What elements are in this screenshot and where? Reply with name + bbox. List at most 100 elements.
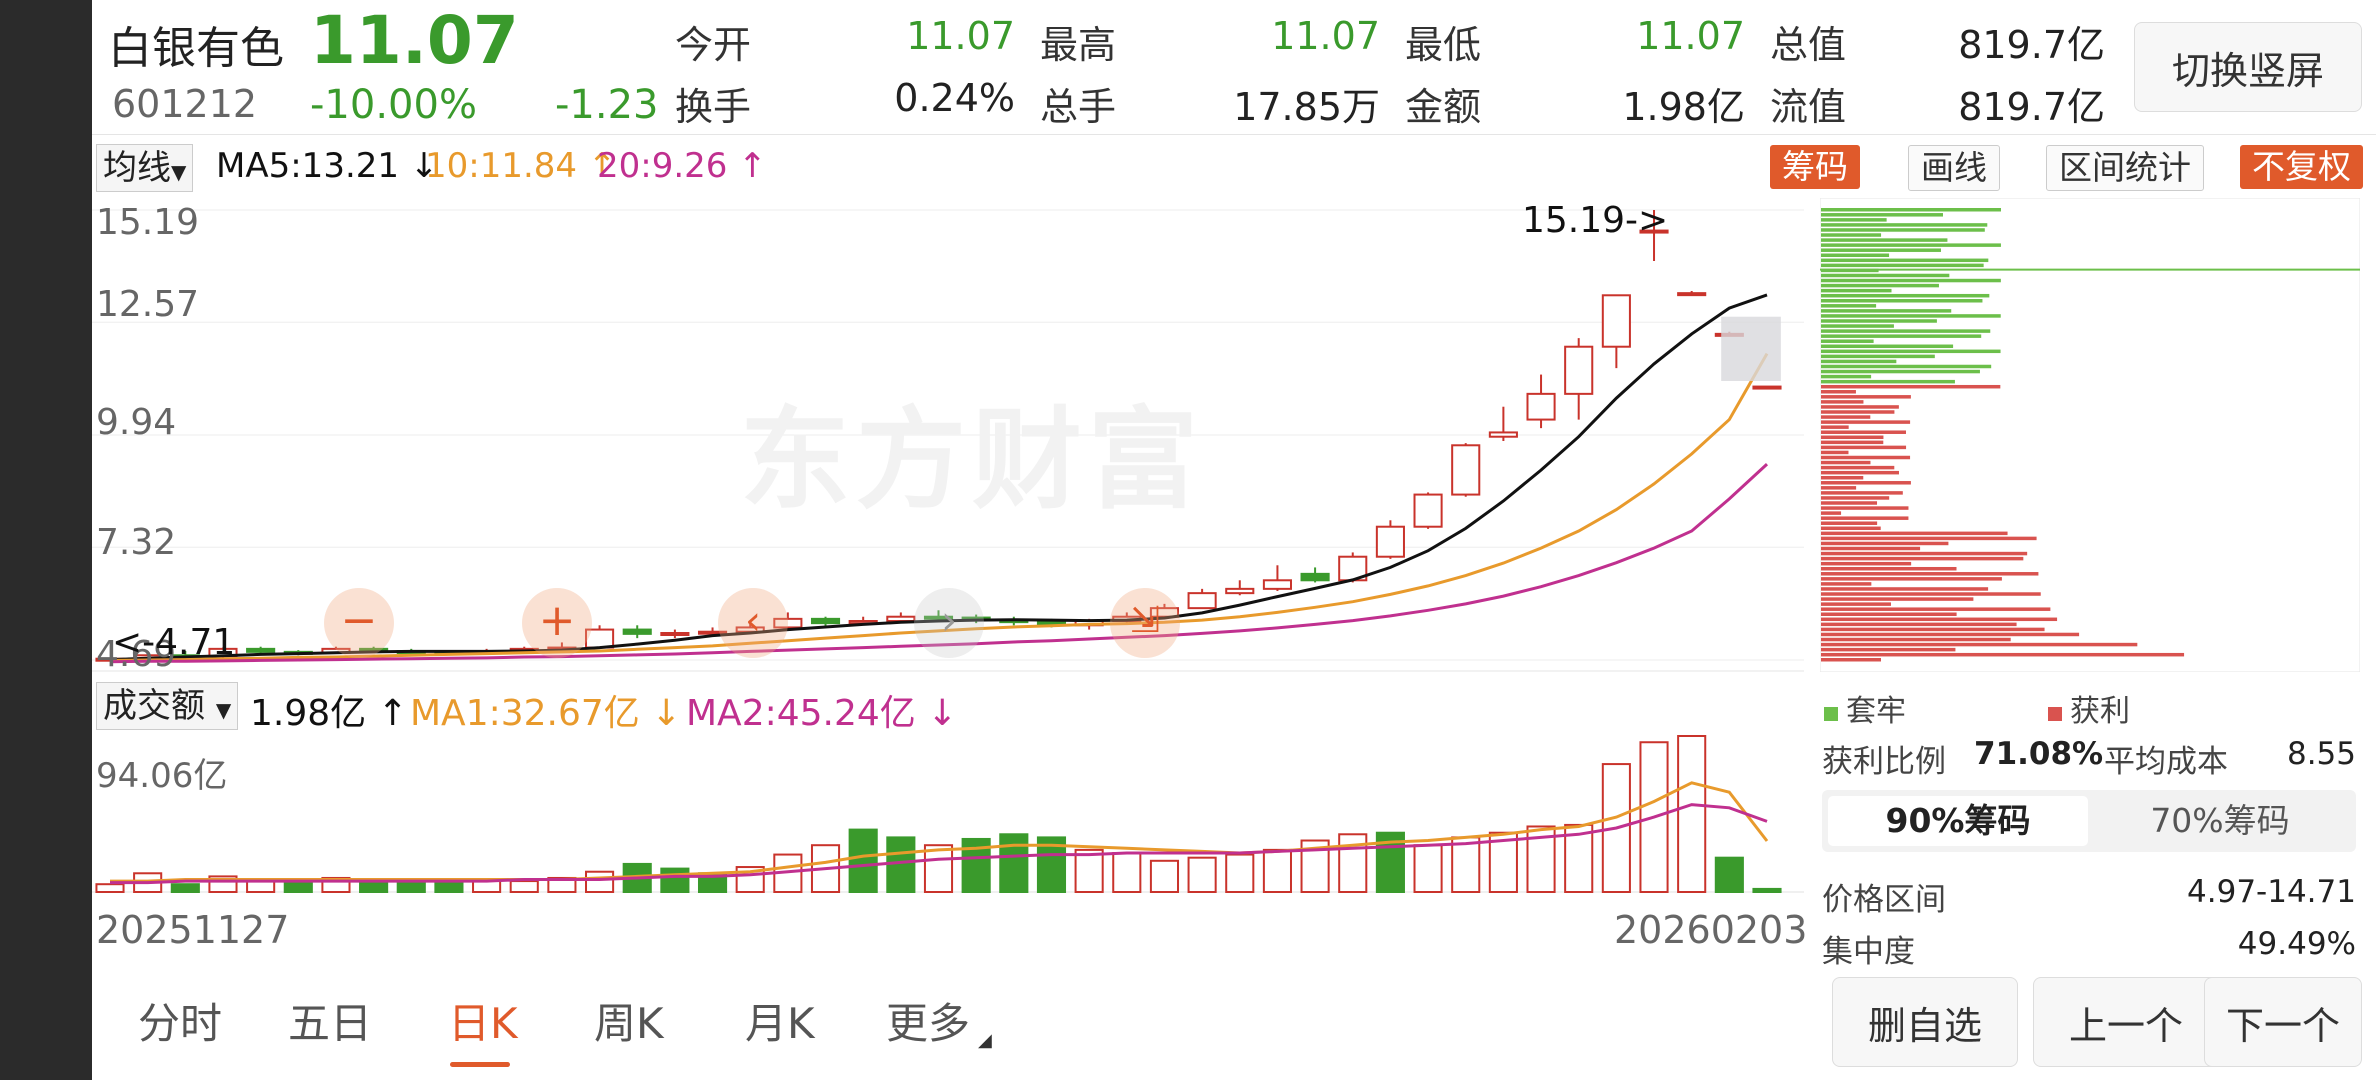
chip-bar xyxy=(1821,491,1903,495)
chip-tab-chouma[interactable]: 筹码 xyxy=(1770,145,1860,189)
ma5-value: MA5:13.21 ↓ xyxy=(216,146,439,186)
volume-ma1: MA1:32.67亿 ↓ xyxy=(410,693,682,734)
zoom-in-button[interactable]: + xyxy=(522,588,592,658)
price-axis-3: 9.94 xyxy=(96,402,177,443)
chip-bar xyxy=(1821,213,1943,217)
legend-profit-label: 获利 xyxy=(2070,694,2130,729)
watermark: 东方财富 xyxy=(740,396,1204,524)
concentration-label: 集中度 xyxy=(1822,934,1915,970)
chip-bar xyxy=(1821,405,1899,409)
chip-bar xyxy=(1821,228,1985,232)
volume-bar xyxy=(1262,848,1292,893)
scroll-left-button[interactable]: ‹ xyxy=(718,588,788,658)
chip-bar xyxy=(1821,642,2138,647)
volume-bar xyxy=(1074,848,1104,893)
candle-body xyxy=(923,615,954,620)
tab-monthly-k[interactable]: 月K xyxy=(745,999,815,1048)
ma-selector[interactable]: 均线▼ xyxy=(96,144,194,192)
volume-bar xyxy=(1714,856,1744,893)
chip-bar xyxy=(1821,536,2037,541)
chip-bar xyxy=(1821,425,1849,429)
chip-bar xyxy=(1821,511,1842,515)
chip-bar xyxy=(1821,288,1892,293)
tab-five-day[interactable]: 五日 xyxy=(288,999,373,1048)
price-axis-5: 4.69 xyxy=(96,634,177,675)
volume-chart[interactable] xyxy=(92,734,1804,896)
chip-bar xyxy=(1821,208,2001,212)
volume-bar xyxy=(1677,735,1707,893)
chip-bar xyxy=(1821,238,1948,242)
chip-bar xyxy=(1821,359,1897,364)
chip-bar xyxy=(1821,658,1881,662)
chip-bar xyxy=(1821,455,1911,460)
scroll-right-button[interactable]: › xyxy=(914,588,984,658)
chip-bar xyxy=(1821,329,1991,333)
price-range-value: 4.97-14.71 xyxy=(2187,874,2356,910)
value-total-vol: 17.85万 xyxy=(1233,85,1380,129)
chip-bar xyxy=(1821,430,1906,434)
remove-watchlist-button[interactable]: 删自选 xyxy=(1832,977,2018,1067)
chip-bar xyxy=(1821,577,2002,581)
chip-bar xyxy=(1821,258,1989,263)
chip90-tab[interactable]: 90%筹码 xyxy=(1828,796,2088,846)
header-divider xyxy=(92,134,2376,135)
label-open: 今开 xyxy=(675,23,752,67)
candle-body xyxy=(1451,444,1481,496)
chip-bar xyxy=(1821,572,2039,576)
volume-bar xyxy=(923,844,954,893)
chip-bar xyxy=(1821,384,2001,389)
chip-bar xyxy=(1821,496,1890,500)
chip-bar xyxy=(1821,561,1912,566)
chip-bar xyxy=(1821,223,1988,227)
price-chart[interactable] xyxy=(92,198,1804,672)
stock-name: 白银有色 xyxy=(108,23,284,74)
tab-daily-k[interactable]: 日K xyxy=(448,999,518,1048)
chip-bar xyxy=(1821,435,1884,440)
volume-selector[interactable]: 成交额 ▼ xyxy=(96,682,239,730)
tab-weekly-k[interactable]: 周K xyxy=(594,999,664,1048)
chip-bar xyxy=(1821,369,1980,374)
minus-icon: − xyxy=(340,595,378,646)
chip-bar xyxy=(1821,460,1871,465)
chip-tab-draw-line[interactable]: 画线 xyxy=(1908,145,2000,191)
chip-bar xyxy=(1821,304,1877,308)
chip-bar xyxy=(1821,531,2008,536)
avg-cost-label: 平均成本 xyxy=(2104,744,2228,780)
chip-bar xyxy=(1821,248,1941,252)
chip70-tab[interactable]: 70%筹码 xyxy=(2150,801,2290,840)
reset-button[interactable]: ⇲ xyxy=(1110,588,1180,658)
volume-bar xyxy=(170,883,200,893)
low-annotation: <-4.71 xyxy=(112,622,236,663)
chip-bar xyxy=(1821,521,1878,525)
chip-bar xyxy=(1821,400,1864,404)
legend-trapped-label: 套牢 xyxy=(1846,694,1906,729)
volume-bar xyxy=(886,836,916,893)
zoom-out-button[interactable]: − xyxy=(324,588,394,658)
ma10-line xyxy=(109,352,1769,662)
candle-body xyxy=(246,647,276,653)
chip-bar xyxy=(1821,450,1849,455)
switch-portrait-button[interactable]: 切换竖屏 xyxy=(2134,22,2362,112)
legend-profit: 获利 xyxy=(2048,686,2130,730)
chip-bar xyxy=(1821,526,1881,531)
vma2-line xyxy=(110,803,1768,885)
next-stock-button[interactable]: 下一个 xyxy=(2204,977,2362,1067)
chip-bar xyxy=(1821,551,2028,556)
candle-body xyxy=(1262,579,1292,590)
chip-bar xyxy=(1821,314,2001,318)
chip-tab-range-stats[interactable]: 区间统计 xyxy=(2046,145,2204,191)
candle-body xyxy=(660,632,690,636)
chip-tab-no-adjust[interactable]: 不复权 xyxy=(2240,145,2363,189)
tab-intraday[interactable]: 分时 xyxy=(138,999,223,1048)
volume-bar xyxy=(283,881,313,893)
chip-bar xyxy=(1821,465,1895,470)
previous-stock-button[interactable]: 上一个 xyxy=(2033,977,2219,1067)
candle-body xyxy=(1187,592,1217,610)
chip-bar xyxy=(1821,627,2045,632)
high-annotation: 15.19-> xyxy=(1522,200,1669,241)
chip-bar xyxy=(1821,218,1887,222)
chip-bar xyxy=(1821,420,1911,424)
chip-bar xyxy=(1821,299,1983,303)
tab-more[interactable]: 更多 xyxy=(886,999,971,1048)
chip-bar xyxy=(1821,334,1982,338)
